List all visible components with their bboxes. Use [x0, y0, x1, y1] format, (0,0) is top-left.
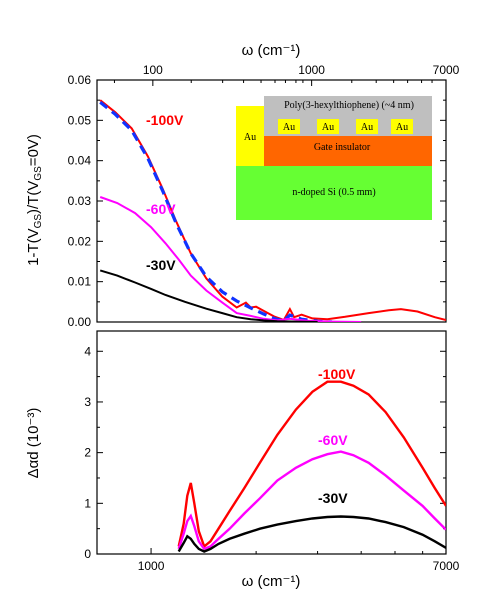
bottom-series-line-2 [177, 515, 446, 553]
bottom-series-line-1 [177, 450, 446, 551]
bottom-series-line-0 [177, 380, 446, 549]
inset-contact [278, 119, 300, 134]
top-y-axis-title-part: GS [33, 214, 44, 229]
inset-gate-label: Gate insulator [314, 142, 371, 153]
top-ytick-label: 0.05 [68, 113, 92, 127]
top-y-axis-title-part: )/T(V [25, 181, 42, 214]
top-panel: 0.00 0.01 0.02 0.03 0.04 0.05 0.06 100 1000 7000 ω… [25, 42, 460, 329]
inset-contact [317, 119, 339, 134]
bottom-x-axis-title: ω (cm⁻¹) [242, 573, 301, 590]
bottom-ytick-label: 0 [84, 547, 91, 561]
bottom-plot-frame [96, 330, 447, 555]
bottom-xtick-label: 1000 [138, 559, 165, 573]
top-xtick-label: 100 [143, 63, 163, 77]
bottom-y-axis-title: Δαd (10⁻³) [25, 408, 42, 479]
inset-contact-label: Au [322, 122, 334, 133]
top-series-label: -30V [146, 257, 176, 273]
top-ytick-label: 0.01 [68, 275, 92, 289]
bottom-ytick-label: 3 [84, 395, 91, 409]
top-x-axis-title: ω (cm⁻¹) [242, 42, 301, 59]
inset-gate [236, 134, 432, 166]
device-inset: n-doped Si (0.5 mm) Gate insulator Poly(3-… [236, 96, 432, 220]
inset-contact [391, 119, 413, 134]
inset-polymer-label: Poly(3-hexylthiophene) (~4 nm) [284, 100, 414, 111]
bottom-ytick-label: 1 [84, 496, 91, 510]
top-xtick-label: 7000 [433, 63, 460, 77]
top-series-label: -100V [146, 112, 184, 128]
inset-substrate-label: n-doped Si (0.5 mm) [292, 187, 375, 198]
inset-left-contact-label: Au [244, 132, 256, 143]
bottom-xtick-label: 7000 [433, 559, 460, 573]
bottom-panel: 0 1 2 3 4 1000 7000 ω (cm⁻¹) Δαd (10⁻³) -100V -60V… [25, 330, 460, 590]
inset-substrate [236, 166, 432, 220]
top-series-line-2 [99, 196, 362, 322]
top-y-axis-title-part: 1-T(V [25, 228, 42, 266]
top-ytick-label: 0.06 [68, 73, 92, 87]
top-series-label: -60V [146, 201, 176, 217]
top-y-axis-title-part: GS [33, 166, 44, 181]
bottom-series-label: -100V [318, 366, 356, 382]
top-ytick-label: 0.00 [68, 315, 92, 329]
top-series-line-1 [99, 100, 333, 322]
top-y-axis-title: 1-T(VGS)/T(VGS=0V) [25, 134, 44, 266]
bottom-series-label: -30V [318, 490, 348, 506]
bottom-ytick-label: 2 [84, 446, 91, 460]
top-series-line-3 [99, 269, 318, 322]
inset-left-contact [236, 106, 264, 166]
bottom-series-label: -60V [318, 432, 348, 448]
inset-contact-label: Au [283, 122, 295, 133]
inset-contact-label: Au [396, 122, 408, 133]
top-ytick-label: 0.04 [68, 154, 92, 168]
inset-contact-label: Au [361, 122, 373, 133]
top-xtick-label: 1000 [298, 63, 325, 77]
top-ytick-label: 0.03 [68, 194, 92, 208]
top-y-axis-title-part: =0V) [25, 134, 42, 166]
top-ytick-label: 0.02 [68, 234, 92, 248]
bottom-ytick-label: 4 [84, 344, 91, 358]
inset-contact [356, 119, 378, 134]
